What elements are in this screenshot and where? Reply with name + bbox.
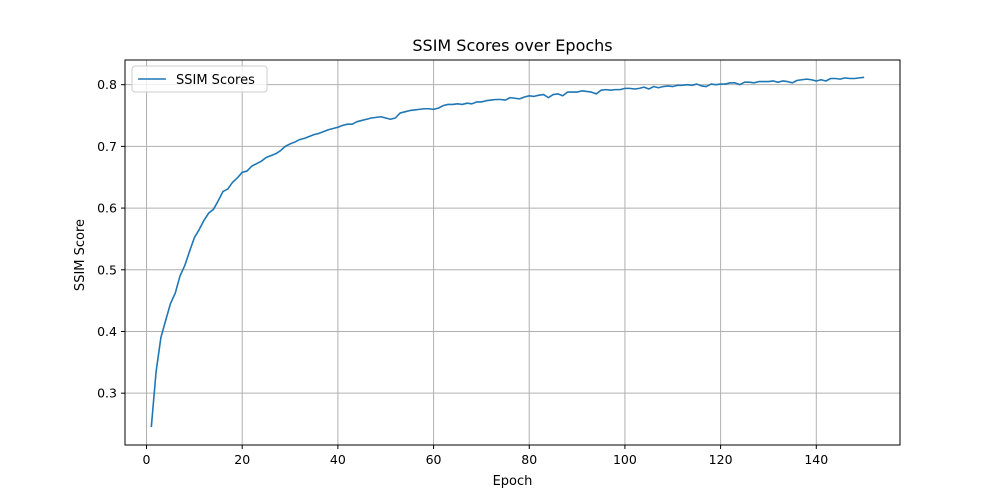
x-tick-label: 80 [521, 452, 537, 467]
y-tick-label: 0.4 [97, 324, 117, 339]
chart-title: SSIM Scores over Epochs [412, 36, 612, 55]
x-tick-label: 20 [234, 452, 250, 467]
legend-label: SSIM Scores [176, 73, 255, 88]
y-tick-label: 0.3 [97, 386, 117, 401]
legend-box [131, 65, 268, 93]
x-tick-label: 100 [613, 452, 637, 467]
y-tick-label: 0.5 [97, 262, 117, 277]
y-axis-label: SSIM Score [73, 219, 88, 291]
y-tick-label: 0.8 [97, 77, 117, 92]
axes-frame [124, 59, 901, 446]
y-tick-label: 0.7 [97, 139, 117, 154]
x-tick-label: 120 [709, 452, 733, 467]
x-tick-label: 140 [804, 452, 828, 467]
x-axis-label: Epoch [493, 474, 533, 489]
plot-area: 0 20 40 60 80 100 120 140 0.3 0.4 0.5 0.6 0.7 0.8 SSIM… [97, 59, 901, 467]
series-line-ssim-scores [150, 76, 865, 428]
x-tick-label: 0 [143, 452, 151, 467]
x-tick-label: 40 [330, 452, 346, 467]
y-tick-label: 0.6 [97, 201, 117, 216]
x-tick-label: 60 [426, 452, 442, 467]
